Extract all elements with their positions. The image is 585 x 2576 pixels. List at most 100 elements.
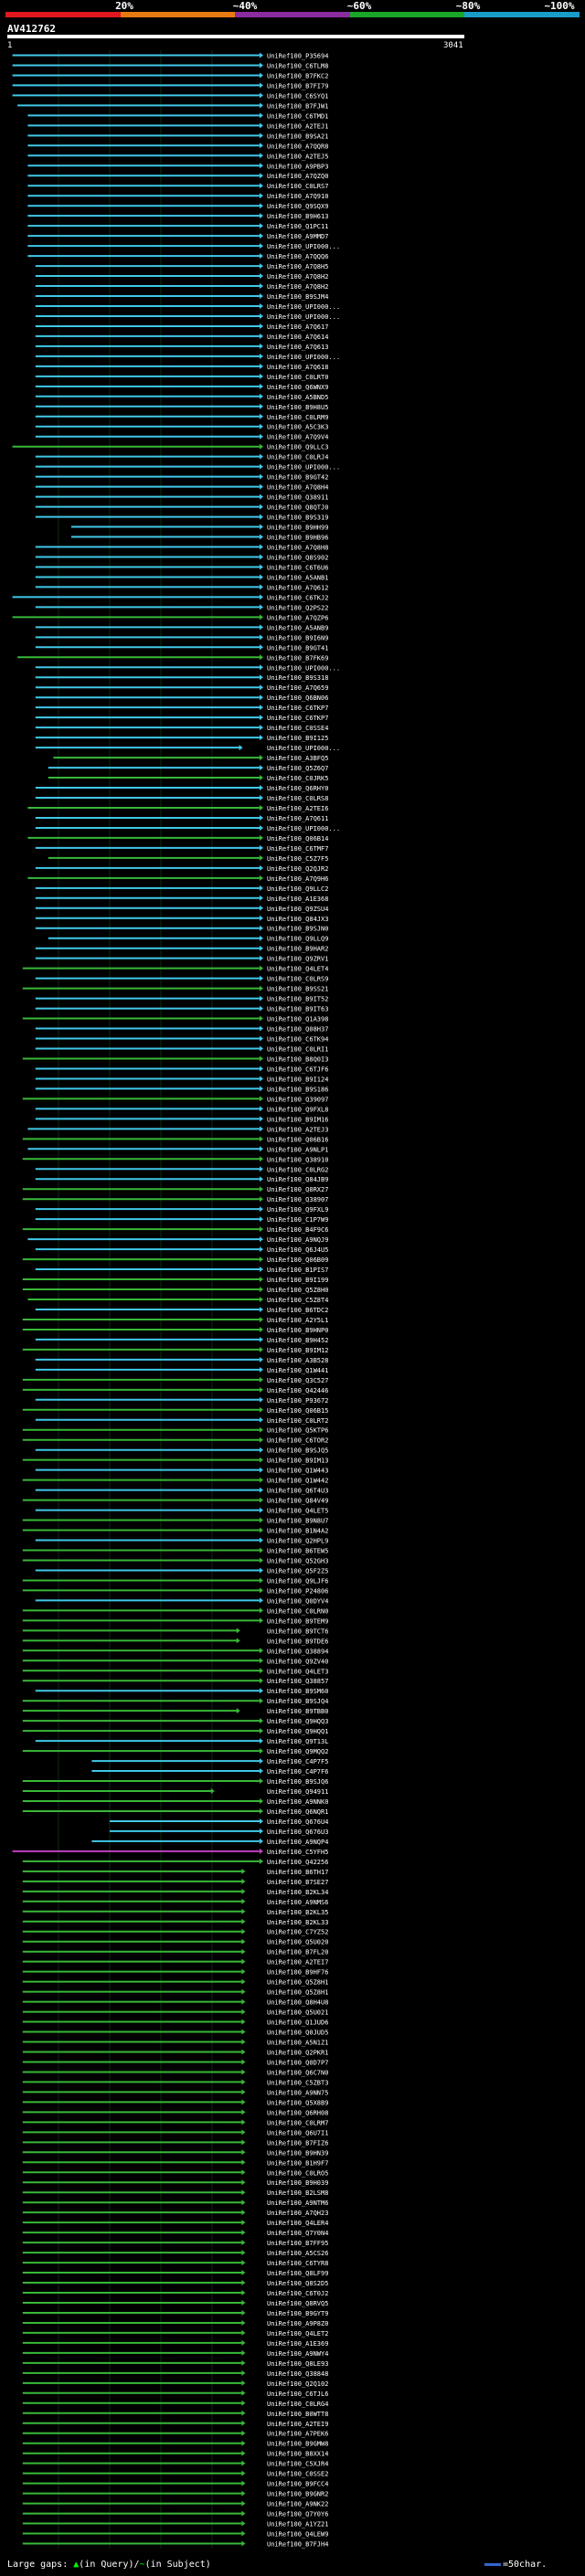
hit-label[interactable]: UniRef100_Q2PS22 bbox=[267, 604, 328, 611]
hit-label[interactable]: UniRef100_Q2PKR1 bbox=[267, 2049, 328, 2056]
hit-label[interactable]: UniRef100_B9TBB0 bbox=[267, 1708, 328, 1715]
hit-label[interactable]: UniRef100_C6TKJ2 bbox=[267, 594, 328, 601]
hit-label[interactable]: UniRef100_C6TK94 bbox=[267, 1036, 328, 1044]
hit-label[interactable]: UniRef100_Q7Y0Y6 bbox=[267, 2511, 328, 2518]
hit-label[interactable]: UniRef100_B9IM13 bbox=[267, 1458, 328, 1465]
hit-label[interactable]: UniRef100_A5N1Z1 bbox=[267, 2040, 328, 2047]
hit-label[interactable]: UniRef100_B9I6N9 bbox=[267, 634, 328, 641]
hit-label[interactable]: UniRef100_B9I199 bbox=[267, 1277, 328, 1284]
hit-label[interactable]: UniRef100_UPI000... bbox=[267, 745, 340, 752]
hit-label[interactable]: UniRef100_B1PIS7 bbox=[267, 1267, 328, 1274]
hit-label[interactable]: UniRef100_C6T0J2 bbox=[267, 2290, 328, 2297]
hit-label[interactable]: UniRef100_Q1W442 bbox=[267, 1478, 328, 1485]
hit-label[interactable]: UniRef100_UPI000... bbox=[267, 664, 340, 672]
hit-label[interactable]: UniRef100_A9NMS6 bbox=[267, 1899, 328, 1906]
hit-label[interactable]: UniRef100_B7FIZ6 bbox=[267, 2139, 328, 2147]
hit-label[interactable]: UniRef100_B7FI79 bbox=[267, 82, 328, 90]
hit-label[interactable]: UniRef100_B6TDC2 bbox=[267, 1307, 328, 1314]
hit-label[interactable]: UniRef100_A7QQR8 bbox=[267, 143, 328, 150]
hit-label[interactable]: UniRef100_A9NNK0 bbox=[267, 1798, 328, 1806]
hit-label[interactable]: UniRef100_C6TKP7 bbox=[267, 715, 328, 722]
hit-label[interactable]: UniRef100_B9I124 bbox=[267, 1076, 328, 1083]
hit-label[interactable]: UniRef100_A1E368 bbox=[267, 896, 328, 903]
hit-label[interactable]: UniRef100_B9H8U5 bbox=[267, 404, 328, 411]
hit-label[interactable]: UniRef100_Q9ZSU4 bbox=[267, 906, 328, 913]
hit-label[interactable]: UniRef100_C5Z7F5 bbox=[267, 855, 328, 863]
hit-label[interactable]: UniRef100_B9SS21 bbox=[267, 986, 328, 993]
hit-label[interactable]: UniRef100_Q4LET5 bbox=[267, 1508, 328, 1515]
hit-label[interactable]: UniRef100_Q6C7N0 bbox=[267, 2069, 328, 2076]
hit-label[interactable]: UniRef100_B9IT63 bbox=[267, 1006, 328, 1013]
hit-label[interactable]: UniRef100_Q5U021 bbox=[267, 2009, 328, 2017]
hit-label[interactable]: UniRef100_C5Z8T4 bbox=[267, 1297, 328, 1304]
hit-label[interactable]: UniRef100_B9SJQ6 bbox=[267, 1778, 328, 1786]
hit-label[interactable]: UniRef100_A9NWY4 bbox=[267, 2350, 328, 2358]
hit-label[interactable]: UniRef100_Q06B14 bbox=[267, 835, 328, 843]
hit-label[interactable]: UniRef100_A7Q9H6 bbox=[267, 875, 328, 883]
hit-label[interactable]: UniRef100_A7Q8H8 bbox=[267, 545, 328, 552]
hit-label[interactable]: UniRef100_B7FJW1 bbox=[267, 102, 328, 110]
hit-label[interactable]: UniRef100_B9SJQ5 bbox=[267, 1447, 328, 1455]
hit-label[interactable]: UniRef100_B9FCC4 bbox=[267, 2481, 328, 2488]
hit-label[interactable]: UniRef100_A5ANB1 bbox=[267, 574, 328, 581]
hit-label[interactable]: UniRef100_A7QQQ6 bbox=[267, 253, 328, 260]
hit-label[interactable]: UniRef100_A7Q614 bbox=[267, 334, 328, 341]
hit-label[interactable]: UniRef100_A7Q9V4 bbox=[267, 434, 328, 441]
hit-label[interactable]: UniRef100_Q6RHY0 bbox=[267, 785, 328, 792]
hit-label[interactable]: UniRef100_UPI000... bbox=[267, 354, 340, 361]
hit-label[interactable]: UniRef100_P93672 bbox=[267, 1397, 328, 1405]
hit-label[interactable]: UniRef100_A3B528 bbox=[267, 1357, 328, 1364]
hit-label[interactable]: UniRef100_B9H452 bbox=[267, 1337, 328, 1344]
hit-label[interactable]: UniRef100_Q06B16 bbox=[267, 1136, 328, 1143]
hit-label[interactable]: UniRef100_C0SSE2 bbox=[267, 2471, 328, 2478]
hit-label[interactable]: UniRef100_Q9LLC3 bbox=[267, 444, 328, 451]
hit-label[interactable]: UniRef100_B9I125 bbox=[267, 735, 328, 742]
hit-label[interactable]: UniRef100_Q6NQR1 bbox=[267, 1808, 328, 1816]
hit-label[interactable]: UniRef100_Q52GH3 bbox=[267, 1557, 328, 1564]
hit-label[interactable]: UniRef100_A7Q8H2 bbox=[267, 283, 328, 291]
hit-label[interactable]: UniRef100_A2TEI6 bbox=[267, 805, 328, 812]
hit-label[interactable]: UniRef100_Q4LEW9 bbox=[267, 2531, 328, 2539]
hit-label[interactable]: UniRef100_Q1JUD6 bbox=[267, 2019, 328, 2027]
hit-label[interactable]: UniRef100_C0LRS8 bbox=[267, 795, 328, 802]
hit-label[interactable]: UniRef100_A5ANB9 bbox=[267, 624, 328, 631]
hit-label[interactable]: UniRef100_P35694 bbox=[267, 52, 328, 59]
hit-label[interactable]: UniRef100_A2TEI9 bbox=[267, 2421, 328, 2428]
hit-label[interactable]: UniRef100_Q8S902 bbox=[267, 554, 328, 561]
hit-label[interactable]: UniRef100_C5YFH5 bbox=[267, 1849, 328, 1856]
hit-label[interactable]: UniRef100_C6TLM8 bbox=[267, 62, 328, 69]
hit-label[interactable]: UniRef100_C6TJF6 bbox=[267, 1065, 328, 1073]
hit-label[interactable]: UniRef100_UPI000... bbox=[267, 825, 340, 832]
hit-label[interactable]: UniRef100_Q1A398 bbox=[267, 1016, 328, 1023]
hit-label[interactable]: UniRef100_Q0JUD5 bbox=[267, 2030, 328, 2037]
hit-label[interactable]: UniRef100_B9HNP0 bbox=[267, 1327, 328, 1334]
hit-label[interactable]: UniRef100_Q0D7P7 bbox=[267, 2059, 328, 2066]
hit-label[interactable]: UniRef100_A9NQP4 bbox=[267, 1839, 328, 1846]
hit-label[interactable]: UniRef100_B1H9F7 bbox=[267, 2159, 328, 2167]
hit-label[interactable]: UniRef100_Q9ZRV1 bbox=[267, 956, 328, 963]
hit-label[interactable]: UniRef100_C0JRK5 bbox=[267, 775, 328, 782]
hit-label[interactable]: UniRef100_C0LRS9 bbox=[267, 976, 328, 983]
hit-label[interactable]: UniRef100_Q4LET3 bbox=[267, 1668, 328, 1675]
hit-label[interactable]: UniRef100_Q6RH08 bbox=[267, 2109, 328, 2116]
hit-label[interactable]: UniRef100_Q38910 bbox=[267, 1156, 328, 1163]
hit-label[interactable]: UniRef100_Q06B09 bbox=[267, 1256, 328, 1264]
hit-label[interactable]: UniRef100_B2KL35 bbox=[267, 1909, 328, 1916]
hit-label[interactable]: UniRef100_C1P7W9 bbox=[267, 1216, 328, 1224]
hit-label[interactable]: UniRef100_Q9ZV40 bbox=[267, 1658, 328, 1665]
hit-label[interactable]: UniRef100_C6TKP7 bbox=[267, 705, 328, 712]
hit-label[interactable]: UniRef100_A7PEK6 bbox=[267, 2431, 328, 2438]
hit-label[interactable]: UniRef100_Q84JB9 bbox=[267, 1176, 328, 1183]
hit-label[interactable]: UniRef100_A9NQJ9 bbox=[267, 1236, 328, 1244]
hit-label[interactable]: UniRef100_Q8RVQ5 bbox=[267, 2300, 328, 2307]
hit-label[interactable]: UniRef100_B2KL33 bbox=[267, 1919, 328, 1926]
hit-label[interactable]: UniRef100_A7Q659 bbox=[267, 684, 328, 692]
hit-label[interactable]: UniRef100_A2TEJ1 bbox=[267, 122, 328, 130]
hit-label[interactable]: UniRef100_Q4LER4 bbox=[267, 2220, 328, 2227]
hit-label[interactable]: UniRef100_Q8LE93 bbox=[267, 2360, 328, 2368]
hit-label[interactable]: UniRef100_Q84V49 bbox=[267, 1498, 328, 1505]
hit-label[interactable]: UniRef100_P24806 bbox=[267, 1587, 328, 1595]
hit-label[interactable]: UniRef100_Q1PC11 bbox=[267, 223, 328, 230]
hit-label[interactable]: UniRef100_Q5Z6Q7 bbox=[267, 765, 328, 772]
hit-label[interactable]: UniRef100_C0SSE4 bbox=[267, 725, 328, 732]
